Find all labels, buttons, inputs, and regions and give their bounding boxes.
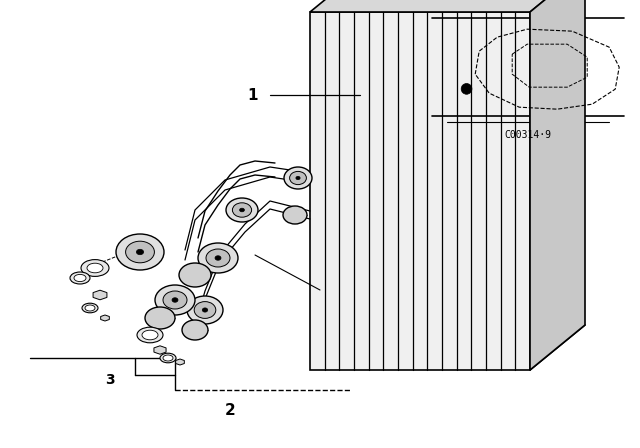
Polygon shape xyxy=(154,346,166,354)
Ellipse shape xyxy=(125,241,154,263)
Ellipse shape xyxy=(182,320,208,340)
Ellipse shape xyxy=(226,198,258,222)
Polygon shape xyxy=(310,12,530,370)
Ellipse shape xyxy=(198,243,238,273)
Ellipse shape xyxy=(194,302,216,319)
Ellipse shape xyxy=(179,263,211,287)
Ellipse shape xyxy=(74,274,86,282)
Ellipse shape xyxy=(81,259,109,276)
Ellipse shape xyxy=(142,330,158,340)
Polygon shape xyxy=(93,290,107,300)
Polygon shape xyxy=(100,315,109,321)
Ellipse shape xyxy=(187,296,223,324)
Ellipse shape xyxy=(82,303,98,313)
Ellipse shape xyxy=(87,263,103,273)
Ellipse shape xyxy=(155,285,195,315)
Text: 2: 2 xyxy=(225,402,236,418)
Ellipse shape xyxy=(136,249,143,255)
Ellipse shape xyxy=(145,307,175,329)
Ellipse shape xyxy=(283,206,307,224)
Ellipse shape xyxy=(160,353,176,363)
Text: 1: 1 xyxy=(248,87,258,103)
Ellipse shape xyxy=(85,305,95,311)
Ellipse shape xyxy=(70,272,90,284)
Ellipse shape xyxy=(284,167,312,189)
Polygon shape xyxy=(310,0,585,12)
Ellipse shape xyxy=(290,172,307,185)
Text: 3: 3 xyxy=(105,373,115,387)
Text: C00314·9: C00314·9 xyxy=(504,130,552,141)
Ellipse shape xyxy=(206,249,230,267)
Ellipse shape xyxy=(296,177,300,180)
Ellipse shape xyxy=(172,298,178,302)
Ellipse shape xyxy=(116,234,164,270)
Polygon shape xyxy=(175,359,184,365)
Polygon shape xyxy=(530,0,585,370)
Circle shape xyxy=(461,83,472,94)
Ellipse shape xyxy=(163,291,187,309)
Ellipse shape xyxy=(163,355,173,361)
Ellipse shape xyxy=(232,203,252,217)
Ellipse shape xyxy=(202,308,208,312)
Ellipse shape xyxy=(215,256,221,260)
Ellipse shape xyxy=(137,327,163,343)
Ellipse shape xyxy=(239,208,244,212)
